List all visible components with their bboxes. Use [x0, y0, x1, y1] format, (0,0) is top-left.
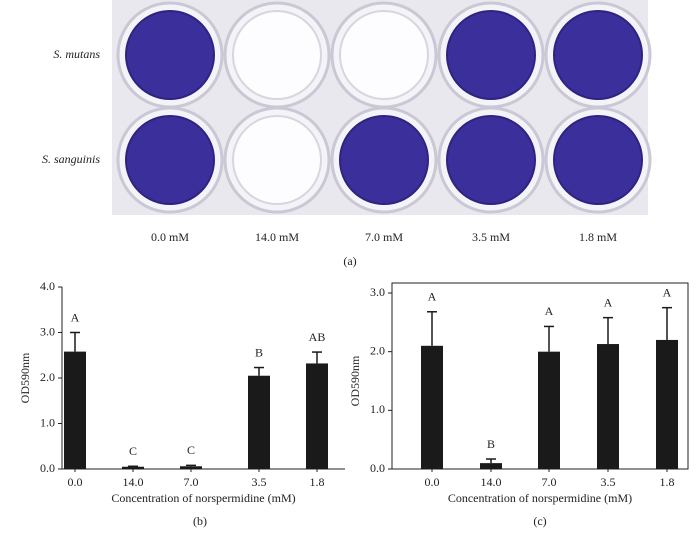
column-label: 3.5 mM	[472, 230, 510, 244]
wells	[116, 1, 652, 214]
well	[339, 115, 429, 205]
y-tick-label: 1.0	[40, 415, 55, 429]
row-label: S. sanguinis	[42, 152, 100, 166]
x-tick-label: 1.8	[310, 475, 325, 489]
well	[446, 115, 536, 205]
caption: (a)	[343, 254, 356, 268]
y-tick-label: 2.0	[40, 370, 55, 384]
x-axis-label: Concentration of norspermidine (mM)	[448, 491, 632, 505]
well	[339, 10, 429, 100]
well	[553, 115, 643, 205]
x-axis-label: Concentration of norspermidine (mM)	[111, 491, 295, 505]
y-tick-label: 2.0	[370, 343, 385, 357]
y-tick-label: 4.0	[40, 279, 55, 293]
column-label: 0.0 mM	[151, 230, 189, 244]
y-tick-label: 0.0	[40, 461, 55, 475]
x-tick-label: 7.0	[542, 475, 557, 489]
x-tick-label: 0.0	[425, 475, 440, 489]
x-tick-label: 1.8	[660, 475, 675, 489]
x-tick-label: 3.5	[252, 475, 267, 489]
well	[232, 115, 322, 205]
significance-label: A	[71, 310, 80, 324]
y-axis-label: OD590nm	[18, 352, 32, 403]
significance-label: AB	[309, 330, 326, 344]
significance-label: A	[428, 290, 437, 304]
significance-label: B	[255, 345, 263, 359]
well	[553, 10, 643, 100]
column-label: 1.8 mM	[579, 230, 617, 244]
bar	[306, 363, 328, 469]
bar	[597, 344, 619, 469]
y-tick-label: 3.0	[370, 285, 385, 299]
x-tick-label: 7.0	[184, 475, 199, 489]
bar	[122, 466, 144, 469]
y-axis-label: OD590nm	[348, 355, 362, 406]
column-label: 14.0 mM	[255, 230, 299, 244]
significance-label: A	[663, 285, 672, 299]
significance-label: A	[604, 295, 613, 309]
bar	[64, 351, 86, 469]
well	[446, 10, 536, 100]
y-tick-label: 3.0	[40, 324, 55, 338]
x-tick-label: 0.0	[68, 475, 83, 489]
row-label: S. mutans	[53, 47, 100, 61]
significance-label: C	[129, 444, 137, 458]
well	[232, 10, 322, 100]
caption: (b)	[193, 514, 207, 528]
significance-label: B	[487, 437, 495, 451]
bar	[480, 463, 502, 469]
x-tick-label: 3.5	[601, 475, 616, 489]
bar	[656, 339, 678, 469]
y-tick-label: 0.0	[370, 461, 385, 475]
bar	[248, 375, 270, 469]
bar	[538, 351, 560, 469]
well	[125, 10, 215, 100]
y-tick-label: 1.0	[370, 402, 385, 416]
x-tick-label: 14.0	[481, 475, 502, 489]
bar	[421, 345, 443, 469]
bar	[180, 466, 202, 469]
well	[125, 115, 215, 205]
significance-label: C	[187, 443, 195, 457]
significance-label: A	[545, 304, 554, 318]
x-tick-label: 14.0	[123, 475, 144, 489]
column-label: 7.0 mM	[365, 230, 403, 244]
caption: (c)	[533, 514, 546, 528]
